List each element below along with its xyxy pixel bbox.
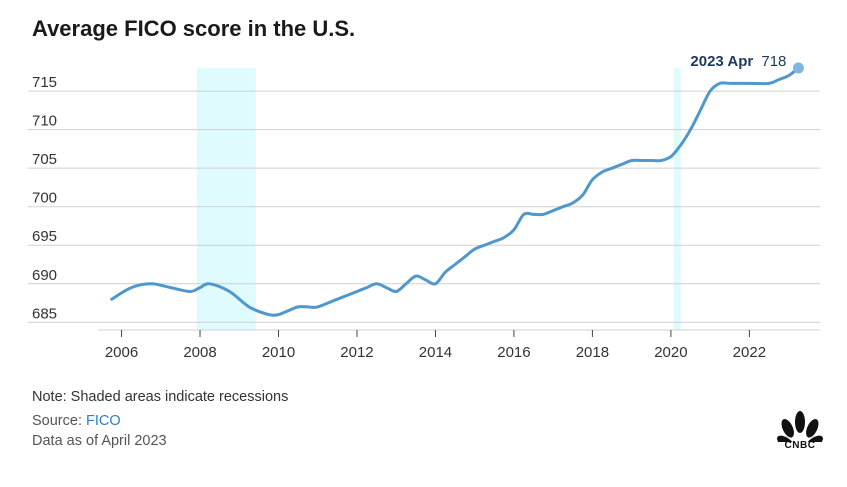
annotation-value-label: 718 [761,53,786,70]
x-tick-label: 2016 [497,344,530,361]
latest-value-annotation: 2023 Apr 718 [690,53,786,70]
y-tick-label: 690 [32,267,57,284]
source-prefix: Source: [32,413,86,429]
recession-note: Note: Shaded areas indicate recessions [32,389,289,405]
x-tick-label: 2020 [654,344,687,361]
chart-title: Average FICO score in the U.S. [32,16,356,41]
x-axis-labels: 2006 2008 2010 2012 2014 2016 2018 2020 2022 [98,329,820,361]
fico-score-line [110,66,800,317]
y-tick-label: 710 [32,113,57,130]
recession-band-1 [196,68,256,330]
x-tick-label: 2014 [419,344,452,361]
source-link[interactable]: FICO [86,413,121,429]
recession-band-2 [674,68,681,330]
x-tick-label: 2012 [340,344,373,361]
annotation-date-label: 2023 Apr [690,53,753,70]
y-tick-label: 695 [32,228,57,245]
recession-shading-layer [196,68,681,330]
x-tick-label: 2022 [733,344,766,361]
source-note: Source: FICO [32,413,121,429]
y-tick-label: 715 [32,74,57,91]
logo-text: CNBC [784,440,816,451]
x-tick-label: 2006 [105,344,138,361]
y-tick-label: 700 [32,190,57,207]
peacock-logo-icon [777,411,823,450]
cnbc-logo: CNBC [774,410,826,452]
x-tick-label: 2010 [262,344,295,361]
latest-data-point [792,62,804,74]
y-tick-label: 705 [32,151,57,168]
x-tick-label: 2008 [183,344,216,361]
y-axis-labels: 685 690 695 700 705 710 715 [32,74,57,322]
y-tick-label: 685 [32,305,57,322]
gridlines [28,90,820,323]
x-tick-label: 2018 [576,344,609,361]
data-date-note: Data as of April 2023 [32,433,167,449]
